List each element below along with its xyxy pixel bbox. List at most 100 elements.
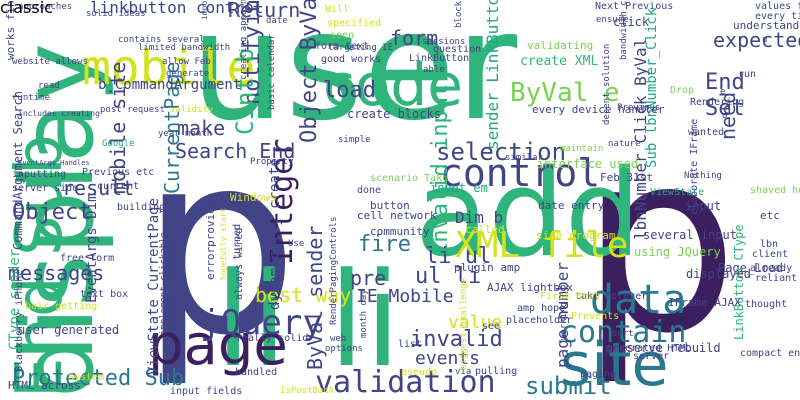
word-ensure: ensure [596,15,629,25]
word-control: control [440,151,601,195]
word-post-request: post request [100,105,166,115]
word-blackberry-iphone: Blackberry iPhone [14,269,25,372]
word-elaborate-iframe: elaborate IFrame [689,118,700,215]
word-input-fields: input fields [170,386,243,397]
word-basic-calendar: basic calendar [267,34,277,110]
word-values-free: values free [755,1,800,12]
word-make: make [177,116,226,140]
word-windows: Windows [230,191,277,204]
word-includes-creating: includes creating [18,109,100,118]
word-able: able [423,65,445,75]
word-protected-sub: Protected Sub [12,366,185,391]
word-free-form: free form [60,253,115,264]
word-etc: etc [760,209,780,222]
word-click: click [613,15,650,29]
word-sort: sort [612,329,634,339]
word-maintain: maintain [560,144,604,154]
word-errorprovider: errorprovider [204,193,217,280]
word-similar: similar [505,153,543,163]
word-u: u [762,35,768,45]
word-mobile: mobile [82,40,256,96]
word-dynamically-create: dynamically create [267,158,283,310]
word-li-li: li li [215,244,401,396]
word-paging: paging [580,369,617,380]
word-sender-linkbutton: sender LinkButton [483,0,502,150]
word-system: System [68,372,105,383]
word-rendering: Rendering [690,97,745,108]
word-wanted: wanted [688,127,725,138]
word-implement-clickable: implement clickable [159,232,169,335]
word-validating: validating [527,39,594,52]
word-done: done [357,185,382,196]
word-pseudo: pseudo [401,367,438,378]
word-feb-31st: Feb 31st [600,171,653,184]
word-really-solid: really solid [236,333,309,344]
word-validation: validation [315,365,496,400]
word-good-works: good works [321,54,382,65]
word-working: working [559,302,569,340]
word-prevents: Prevents [571,311,620,322]
word-generated-html: generated HTML [607,343,692,354]
word-add: add [415,145,641,284]
word-handled: handled [235,367,278,378]
word-decent-solution: decent solution [602,43,612,125]
word-linkbutton-small: LinkButton [409,53,470,64]
word-client: client [752,249,789,260]
word-create-blocks: create blocks [347,107,441,121]
word-invalid: invalid [410,327,503,352]
word-set: Set [705,96,745,121]
word-nothing: Nothing [684,171,722,181]
word-eventargs-handles: EventArgs Handles [18,159,90,167]
word-building: building [117,202,166,213]
word-xml-file: XML file [455,225,629,266]
word-form: form [390,26,439,50]
word-html-across: HTML across [8,379,81,392]
word-generate: generate [166,69,210,79]
word-shaved-head: shaved head [750,185,800,196]
word-month-day: month day [359,289,369,338]
word-byval-e: ByVal e [510,78,620,108]
word-iframe-ajax: IFrame AJAX [668,296,741,309]
word-will: Will [325,4,350,15]
word-inputting: inputting [12,169,67,180]
word-understand: understand [733,19,800,32]
word-year-month: year month [158,129,213,139]
word-return: Return [228,0,301,22]
word-amp-hope: amp hope [517,303,566,314]
word-previous: Previous [617,103,661,113]
word-load: load [323,78,376,103]
word-cell-network: cell network [357,209,437,222]
word-events: events [415,348,481,369]
word-hair-getting: hair getting [25,301,98,312]
word-page: page [148,313,288,378]
word-limited-bandwidth: limited bandwidth [138,43,231,53]
word-input-em: input em [430,181,488,195]
word-list: list [398,339,423,350]
word-use: Use [288,239,305,249]
word-best-way: best way [255,283,352,307]
word-allow-feb: allow Feb [162,57,211,67]
word-preserve-rebuild: preserve rebuild [605,341,721,355]
word-renderpagingcontrols: RenderPagingControls [329,216,339,325]
word-messages: messages [8,261,105,285]
word-date: date [266,16,288,26]
word-ul-li: ul li [415,264,482,289]
word-ispostback: IsPostBack [280,386,335,396]
word-biggest-challenge: biggest challenge [459,277,469,370]
word-creating-appointments: creating appointments [239,0,249,80]
word-code: code [323,51,463,119]
word-button: button [370,199,410,212]
word-every-time: every time [755,11,800,22]
word-important-parts: important parts [200,0,209,20]
word-form-text: form text [315,41,370,52]
word-thought: thought [745,299,788,310]
word-li-ul: li ul [425,244,492,269]
word-contains-several: contains several [118,35,205,45]
word-community: community [370,225,430,238]
word-b-commandargument: b CommandArgument [98,77,242,93]
word-plugin-amp: plugin amp [454,261,521,274]
word-interface-used: interface used [537,157,639,171]
word-already: already [750,263,793,274]
word-input: input [685,199,722,213]
